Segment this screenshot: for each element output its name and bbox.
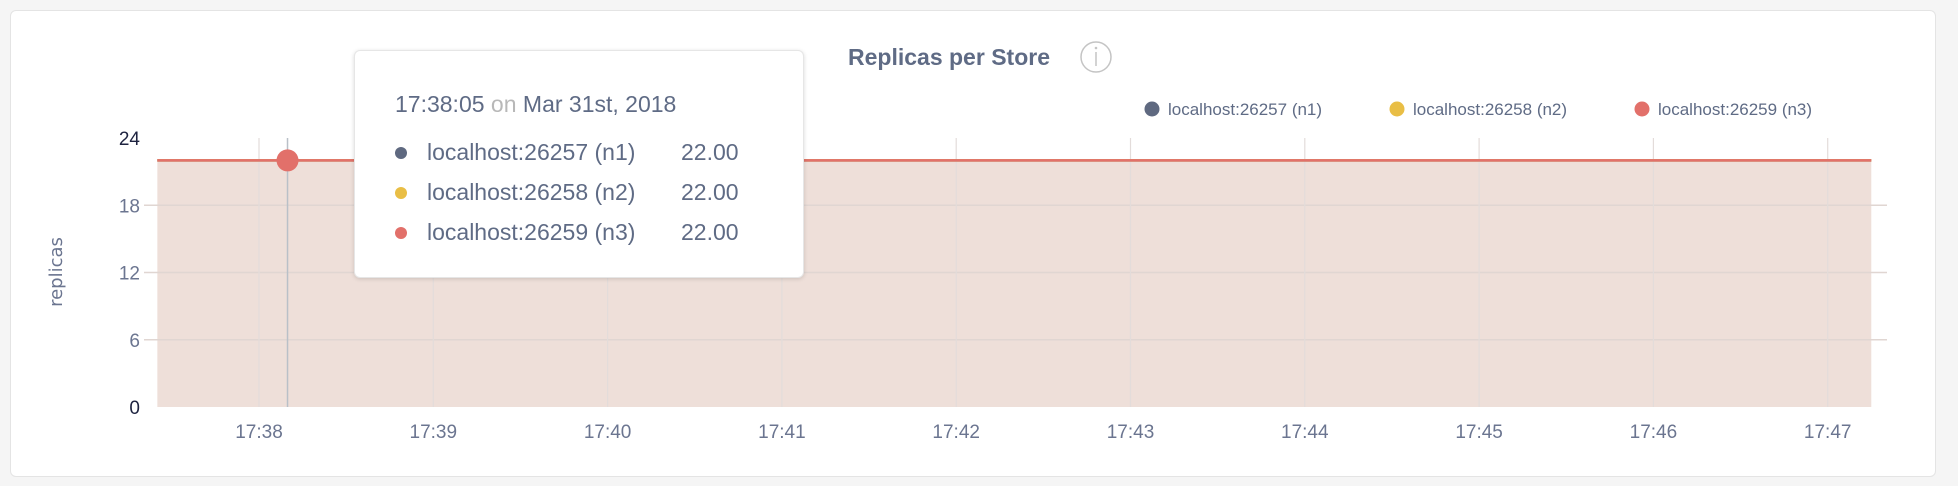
y-tick-label: 24 (119, 129, 141, 150)
tooltip-row: localhost:26257 (n1) 22.00 (395, 139, 739, 166)
legend-item: localhost:26259 (n3) (1658, 100, 1812, 119)
y-tick-label: 6 (129, 331, 140, 352)
x-tick-label: 17:40 (584, 422, 632, 443)
tooltip-timestamp: 17:38:05 on Mar 31st, 2018 (395, 91, 676, 118)
x-tick-label: 17:45 (1455, 422, 1503, 443)
x-tick-label: 17:43 (1107, 422, 1155, 443)
legend-dot-icon (1144, 101, 1160, 117)
info-icon (1080, 41, 1112, 73)
x-tick-label: 17:38 (235, 422, 283, 443)
info-icon-dot (1094, 46, 1098, 50)
tooltip-series-name: localhost:26257 (n1) (427, 139, 636, 165)
series-dot-icon (395, 146, 407, 159)
legend-item: localhost:26258 (n2) (1413, 100, 1567, 119)
chart-tooltip: 17:38:05 on Mar 31st, 2018 localhost:262… (354, 50, 804, 278)
legend-dot-icon (1389, 101, 1405, 117)
tooltip-series-name: localhost:26258 (n2) (427, 179, 636, 205)
chart-title: Replicas per Store (848, 44, 1050, 70)
y-tick-label: 0 (129, 398, 140, 419)
tooltip-series-value: 22.00 (681, 179, 739, 205)
legend-item: localhost:26257 (n1) (1168, 100, 1322, 119)
y-axis-label: replicas (46, 237, 67, 307)
tooltip-series-value: 22.00 (681, 139, 739, 165)
hover-point (276, 149, 299, 172)
series-dot-icon (395, 226, 407, 239)
tooltip-row: localhost:26258 (n2) 22.00 (395, 179, 739, 206)
x-tick-label: 17:41 (758, 422, 806, 443)
x-tick-label: 17:47 (1804, 422, 1852, 443)
y-tick-label: 12 (119, 264, 140, 285)
legend-dot-icon (1634, 101, 1650, 117)
tooltip-on: on (490, 91, 517, 117)
tooltip-series-name: localhost:26259 (n3) (427, 219, 636, 245)
tooltip-date: Mar 31st, 2018 (522, 91, 677, 117)
tooltip-series-value: 22.00 (681, 219, 739, 245)
x-tick-label: 17:44 (1281, 422, 1329, 443)
x-tick-label: 17:42 (932, 422, 980, 443)
x-tick-label: 17:46 (1630, 422, 1678, 443)
y-tick-label: 18 (119, 196, 140, 217)
tooltip-row: localhost:26259 (n3) 22.00 (395, 219, 739, 246)
x-tick-label: 17:39 (410, 422, 458, 443)
tooltip-time: 17:38:05 (395, 91, 485, 117)
series-dot-icon (395, 186, 407, 199)
